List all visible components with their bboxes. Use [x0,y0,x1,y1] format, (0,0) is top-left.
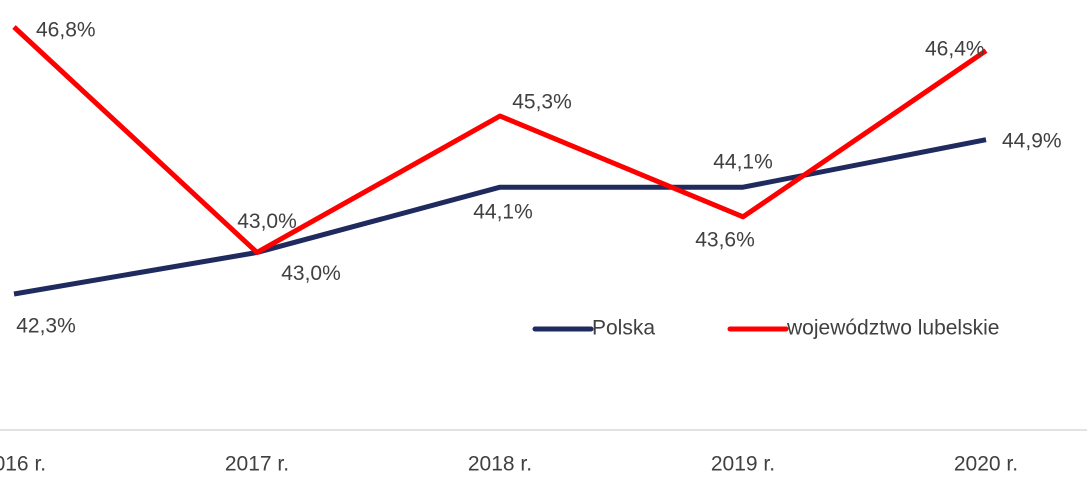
x-tick-label: 2019 r. [711,453,775,476]
data-label: 46,4% [925,37,985,60]
data-label: 44,1% [713,151,773,174]
series-line [13,137,987,297]
data-label: 43,0% [237,210,297,233]
data-label: 44,1% [473,201,533,224]
data-label: 42,3% [16,315,76,338]
x-tick-label: 2020 r. [954,453,1018,476]
data-label: 43,0% [281,262,341,285]
x-tick-label: 2016 r. [0,453,46,476]
legend-label: województwo lubelskie [786,317,999,340]
legend-label: Polska [592,317,655,340]
data-label: 43,6% [695,228,755,251]
data-label: 45,3% [512,91,572,114]
series-line [12,25,988,255]
data-label: 44,9% [1002,129,1062,152]
data-label: 46,8% [36,19,96,42]
x-tick-label: 2018 r. [468,453,532,476]
x-tick-label: 2017 r. [225,453,289,476]
